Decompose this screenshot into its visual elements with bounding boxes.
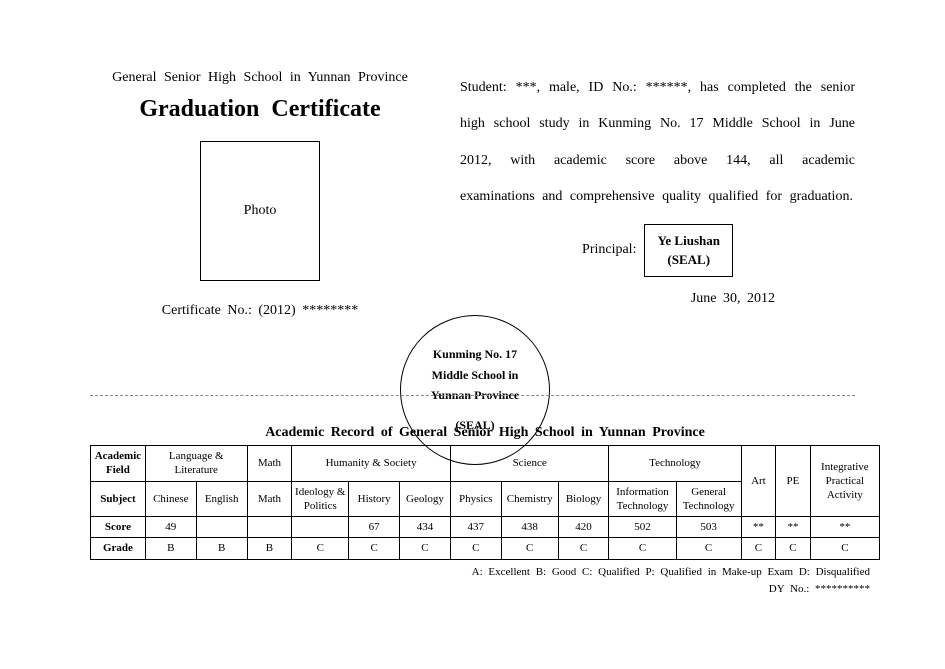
row-label-field: Academic Field [91,446,146,482]
field-cell: Science [450,446,609,482]
score-cell [292,517,349,538]
field-cell: Technology [609,446,741,482]
field-cell: Art [741,446,776,517]
right-column: Student: ***, male, ID No.: ******, has … [430,70,855,319]
principal-row: Principal: Ye Liushan (SEAL) [460,224,855,277]
grade-legend: A: Excellent B: Good C: Qualified P: Qua… [90,564,880,599]
left-column: General Senior High School in Yunnan Pro… [90,70,430,319]
score-cell: ** [776,517,811,538]
score-cell: 434 [400,517,451,538]
grade-cell: C [501,538,558,559]
subject-cell: Chemistry [501,481,558,517]
grade-cell: C [292,538,349,559]
field-cell: Humanity & Society [292,446,451,482]
academic-record-table: Academic FieldLanguage & LiteratureMathH… [90,445,880,560]
subject-cell: English [196,481,247,517]
section-divider [90,395,855,396]
score-cell: 502 [609,517,676,538]
score-cell: 438 [501,517,558,538]
grade-cell: C [400,538,451,559]
row-label-score: Score [91,517,146,538]
grade-cell: B [196,538,247,559]
grade-cell: C [450,538,501,559]
certificate-text: Student: ***, male, ID No.: ******, has … [460,70,855,216]
field-cell: Integrative Practical Activity [810,446,879,517]
legend-line-2: DY No.: ********** [90,581,870,599]
principal-seal-box: Ye Liushan (SEAL) [644,224,733,277]
grade-cell: C [609,538,676,559]
score-cell: 503 [676,517,741,538]
row-label-grade: Grade [91,538,146,559]
seal-line-2: Middle School in [432,365,519,385]
score-cell: ** [741,517,776,538]
seal-line-1: Kunming No. 17 [433,344,517,364]
grade-cell: C [349,538,400,559]
score-cell [247,517,292,538]
score-cell: 420 [558,517,609,538]
academic-record-section: Academic Record of General Senior High S… [90,425,880,599]
certificate-page: General Senior High School in Yunnan Pro… [0,0,945,319]
grade-cell: B [247,538,292,559]
province-line: General Senior High School in Yunnan Pro… [90,70,430,86]
certificate-number: Certificate No.: (2012) ******** [90,303,430,319]
grade-cell: C [676,538,741,559]
subject-cell: Chinese [145,481,196,517]
subject-cell: Information Technology [609,481,676,517]
row-label-subject: Subject [91,481,146,517]
grade-cell: B [145,538,196,559]
field-cell: PE [776,446,811,517]
top-row: General Senior High School in Yunnan Pro… [90,70,855,319]
score-cell: 67 [349,517,400,538]
issue-date: June 30, 2012 [460,291,855,307]
score-cell: 437 [450,517,501,538]
grade-cell: C [810,538,879,559]
legend-line-1: A: Excellent B: Good C: Qualified P: Qua… [90,564,870,582]
score-cell: 49 [145,517,196,538]
subject-cell: Geology [400,481,451,517]
subject-cell: Math [247,481,292,517]
principal-label: Principal: [582,242,636,258]
field-cell: Math [247,446,292,482]
subject-cell: Physics [450,481,501,517]
principal-name: Ye Liushan [657,231,720,251]
field-cell: Language & Literature [145,446,247,482]
grade-cell: C [741,538,776,559]
principal-seal-text: (SEAL) [657,250,720,270]
graduation-title: Graduation Certificate [90,96,430,123]
subject-cell: Biology [558,481,609,517]
score-cell [196,517,247,538]
record-title: Academic Record of General Senior High S… [90,425,880,441]
grade-cell: C [776,538,811,559]
subject-cell: Ideology & Politics [292,481,349,517]
score-cell: ** [810,517,879,538]
photo-placeholder: Photo [200,141,320,281]
subject-cell: History [349,481,400,517]
grade-cell: C [558,538,609,559]
photo-label: Photo [244,203,277,219]
subject-cell: General Technology [676,481,741,517]
